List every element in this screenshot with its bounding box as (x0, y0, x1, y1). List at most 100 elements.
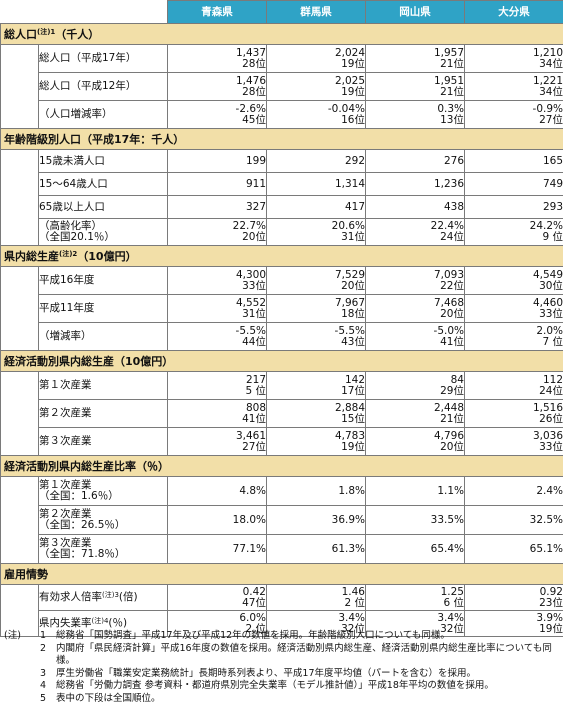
value-cell: 3.9% 19位 (464, 610, 563, 637)
value-cell: 77.1% (167, 534, 267, 564)
indent-cell (0, 584, 39, 637)
rank: 44位 (242, 335, 266, 348)
rank: 19位 (341, 440, 365, 453)
value-cell: 293 (464, 195, 563, 219)
footnote-text: 表中の下段は全国順位。 (56, 692, 161, 704)
footnote-number: 5 (39, 692, 47, 704)
footnote: 4 総務省「労働力調査 参考資料・都道府県別完全失業率（モデル推計値）」平成18… (4, 680, 560, 693)
footnote-text: 厚生労働省「職業安定業務統計」長期時系列表より、平成17年度平均値（パートを含む… (56, 667, 477, 679)
rank: 5 位 (245, 384, 266, 397)
value: 1,437 (235, 46, 266, 59)
footnote: 3 厚生労働省「職業安定業務統計」長期時系列表より、平成17年度平均値（パートを… (4, 668, 560, 681)
table-row: （人口増減率） -2.6% 45位 -0.04% 16位 0.3% 13位 -0.9%… (1, 100, 563, 129)
value-cell: 1,516 26位 (464, 399, 563, 428)
value-cell: 20.6% 31位 (266, 218, 366, 246)
rank: 18位 (341, 307, 365, 320)
header-oita: 大分県 (464, 0, 563, 24)
value-cell: 36.9% (266, 505, 366, 535)
value-cell: 911 (167, 172, 267, 196)
label-line: 第２次産業 (39, 508, 92, 520)
row-label: （増減率） (38, 322, 168, 351)
table-row: 第３次産業 3,461 27位 4,783 19位 4,796 20位 3,036 33… (1, 427, 563, 456)
rank: 24位 (539, 384, 563, 397)
value-cell: 2.4% (464, 476, 563, 506)
footnote-number: 3 (39, 667, 47, 679)
value: 808 (245, 401, 266, 414)
value-cell: 1,236 (365, 172, 465, 196)
footnote: 2 内閣府「県民経済計算」平成16年度の数値を採用。経済活動別県内総生産、経済活… (4, 643, 560, 668)
value: 3.9% (536, 611, 563, 624)
value-cell: 18.0% (167, 505, 267, 535)
value-cell: -5.0% 41位 (365, 322, 465, 351)
value-cell: 32.5% (464, 505, 563, 535)
label-line: （全国20.1％） (39, 231, 115, 243)
value-cell: -0.9% 27位 (464, 100, 563, 129)
value: 2,884 (334, 401, 365, 414)
header-row: 青森県 群馬県 岡山県 大分県 (0, 0, 563, 24)
value-cell: 7,468 20位 (365, 294, 465, 323)
section-industry-product: 経済活動別県内総生産（10億円） (0, 350, 563, 372)
label-line: （高齢化率） (39, 220, 102, 232)
indent-cell (0, 476, 39, 564)
value: -0.9% (532, 102, 563, 115)
label-text: 県内失業率 (39, 617, 92, 629)
value-cell: 1.1% (365, 476, 465, 506)
value: 112 (542, 373, 563, 386)
section-title: 総人口 (4, 27, 37, 41)
value-cell: 1,221 34位 (464, 72, 563, 101)
rank: 22位 (440, 279, 464, 292)
rank: 21位 (440, 412, 464, 425)
value-cell: 33.5% (365, 505, 465, 535)
value: 3,036 (532, 429, 563, 442)
value-cell: 4,300 33位 (167, 266, 267, 295)
rank: 13位 (440, 113, 464, 126)
rank: 29位 (440, 384, 464, 397)
row-label: 第２次産業 (38, 399, 168, 428)
rank: 20位 (440, 440, 464, 453)
value: 4,552 (235, 296, 266, 309)
value-cell: 438 (365, 195, 465, 219)
section-total-population: 総人口(注)1（千人） (0, 23, 563, 45)
section-unit: （10億円） (77, 249, 137, 263)
label-line: 第３次産業 (39, 537, 92, 549)
row-label: 第３次産業 (38, 427, 168, 456)
row-label: 第１次産業 (38, 371, 168, 400)
rank: 28位 (242, 57, 266, 70)
value: 1,516 (532, 401, 563, 414)
value-cell: 3.4% 32位 (365, 610, 465, 637)
indent-cell (0, 44, 39, 129)
value: 7,967 (334, 296, 365, 309)
table-row: 15～64歳人口 911 1,314 1,236 749 (1, 172, 563, 196)
value-cell: 2,025 19位 (266, 72, 366, 101)
value: 2,448 (433, 401, 464, 414)
footnotes: (注) 1 総務省「国勢調査」平成17年及び平成12年の数値を採用。年齢階級別人… (4, 630, 560, 705)
value: 217 (245, 373, 266, 386)
value-cell: 4.8% (167, 476, 267, 506)
table-row: 15歳未満人口 199 292 276 165 (0, 149, 563, 246)
value-cell: 112 24位 (464, 371, 563, 400)
row-label: 65歳以上人口 (38, 195, 168, 219)
header-blank (0, 0, 168, 24)
value: 142 (344, 373, 365, 386)
rank: 45位 (242, 113, 266, 126)
header-gunma: 群馬県 (266, 0, 366, 24)
rank: 33位 (539, 307, 563, 320)
rank: 19位 (539, 622, 563, 635)
label-note: (注)4 (91, 617, 109, 625)
indent-cell (0, 266, 39, 351)
value-cell: 199 (167, 149, 267, 173)
label-text: 有効求人倍率 (39, 591, 102, 603)
section-unit: （千人） (55, 27, 100, 41)
value: 22.4% (430, 220, 464, 232)
rank: 20位 (440, 307, 464, 320)
row-label: 総人口（平成17年） (38, 44, 168, 73)
rank: 9 位 (542, 231, 563, 243)
value-cell: 3,036 33位 (464, 427, 563, 456)
section-industry-ratio: 経済活動別県内総生産比率（％） (0, 455, 563, 477)
rank: 34位 (539, 57, 563, 70)
value-cell: 142 17位 (266, 371, 366, 400)
table-row: 第１次産業 （全国：1.6％） 4.8% 1.8% 1.1% 2.4% (0, 476, 563, 564)
value-cell: 22.7% 20位 (167, 218, 267, 246)
rank: 7 位 (542, 335, 563, 348)
